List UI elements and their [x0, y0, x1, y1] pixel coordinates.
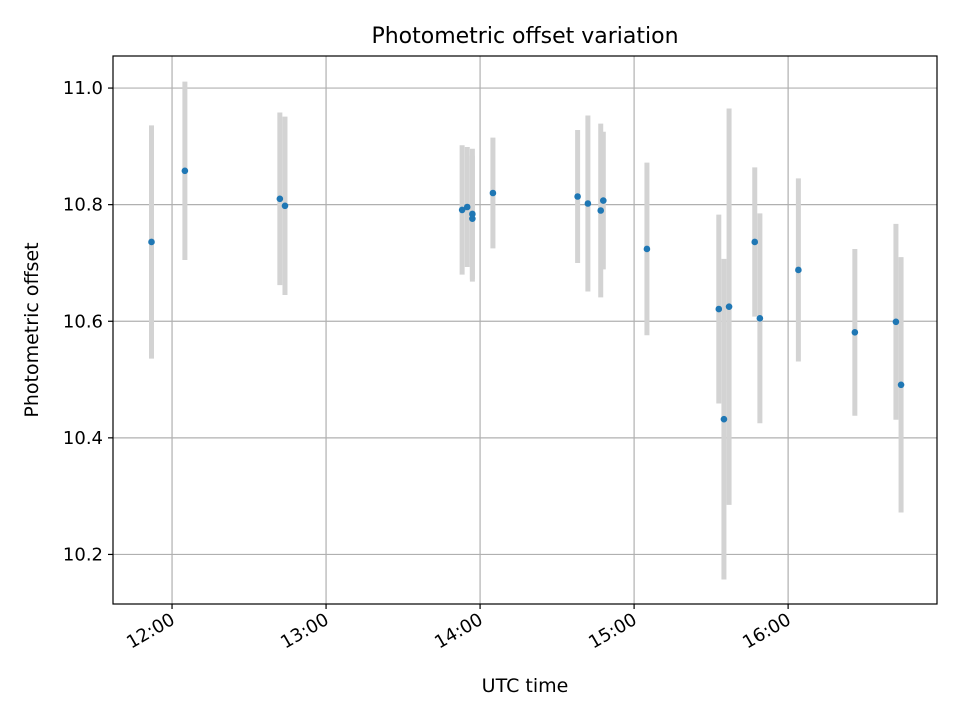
data-point — [469, 210, 476, 218]
data-point — [597, 207, 605, 214]
data-point — [851, 329, 859, 336]
data-point — [715, 305, 723, 313]
y-tick-label: 10.2 — [63, 544, 103, 565]
data-point — [897, 381, 905, 389]
data-point — [795, 266, 802, 274]
data-point — [281, 202, 289, 210]
x-axis-label: UTC time — [482, 675, 569, 697]
grid — [113, 56, 937, 604]
data-point — [148, 238, 155, 246]
data-point — [458, 206, 466, 214]
data-point — [463, 203, 471, 211]
data-point — [276, 195, 284, 203]
data-point — [469, 215, 476, 222]
data-point — [643, 245, 651, 253]
y-tick-label: 11.0 — [63, 78, 103, 99]
data-point — [720, 415, 728, 423]
data-points — [148, 167, 905, 423]
data-point — [584, 200, 592, 207]
data-point — [574, 193, 581, 200]
y-axis-label: Photometric offset — [21, 242, 43, 417]
data-point — [181, 167, 189, 175]
data-point — [751, 238, 759, 246]
y-axis-ticks: 10.2 10.4 10.6 10.8 11.0 — [63, 78, 113, 565]
y-tick-label: 10.8 — [63, 195, 103, 216]
data-point — [756, 315, 764, 322]
data-point — [489, 189, 497, 197]
data-point — [599, 197, 607, 204]
chart-title: Photometric offset variation — [371, 24, 678, 49]
data-point — [725, 303, 733, 310]
plot-frame — [112, 55, 938, 605]
y-tick-label: 10.4 — [63, 428, 103, 449]
data-point — [892, 318, 900, 326]
y-tick-label: 10.6 — [63, 311, 103, 332]
